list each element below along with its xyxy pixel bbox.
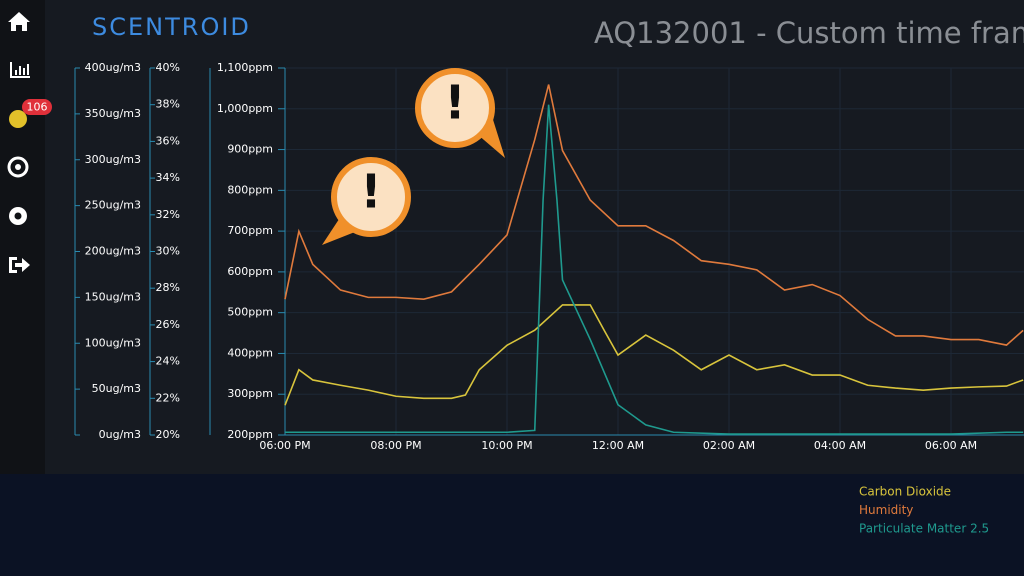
y-tick-label: 20% <box>156 428 180 441</box>
x-tick-label: 06:00 AM <box>925 439 977 452</box>
y-tick-label: 36% <box>156 134 180 147</box>
chart: 200ppm 300ppm 400ppm 500ppm 600ppm 700ppm 800p… <box>74 61 1024 452</box>
y-tick-label: 32% <box>156 208 180 221</box>
series-line <box>285 104 1024 435</box>
y-tick-label: 38% <box>156 98 180 111</box>
y-tick-label: 300ug/m3 <box>85 153 141 166</box>
logout-icon[interactable] <box>9 257 30 273</box>
target-dot <box>15 164 21 170</box>
legend-entry: Humidity <box>859 503 913 517</box>
y-tick-label: 1,100ppm <box>217 61 273 74</box>
sidebar-icons <box>7 12 30 273</box>
y-tick-label: 500ppm <box>227 306 273 319</box>
logo: SCENTROID <box>92 13 251 41</box>
y-tick-label: 900ppm <box>227 143 273 156</box>
y-tick-label: 24% <box>156 355 180 368</box>
callout-bubble <box>331 157 411 237</box>
settings-hole <box>14 212 22 220</box>
sidebar <box>0 0 45 474</box>
y-tick-label: 600ppm <box>227 265 273 278</box>
series-line <box>284 304 1024 406</box>
badge <box>22 99 52 115</box>
alert-icon[interactable] <box>9 110 27 128</box>
callout-mark: ! <box>361 165 382 219</box>
y-tick-label: 700ppm <box>227 224 273 237</box>
y-tick-label: 200ug/m3 <box>85 245 141 258</box>
panel <box>0 0 1024 474</box>
callout-bubble <box>415 68 495 148</box>
y-tick-label: 300ppm <box>227 387 273 400</box>
x-tick-label: 02:00 AM <box>703 439 755 452</box>
y-tick-label: 30% <box>156 245 180 258</box>
y-tick-label: 350ug/m3 <box>85 107 141 120</box>
alert-count: 106 <box>27 101 48 114</box>
y-tick-label: 400ug/m3 <box>85 61 141 74</box>
x-tick-label: 08:00 PM <box>370 439 421 452</box>
x-tick-label: 10:00 PM <box>481 439 532 452</box>
x-tick-label: 04:00 AM <box>814 439 866 452</box>
y-tick-label: 800ppm <box>227 183 273 196</box>
y-tick-label: 34% <box>156 171 180 184</box>
y-tick-label: 28% <box>156 281 180 294</box>
home-icon[interactable] <box>8 12 30 31</box>
series-line <box>284 84 1024 346</box>
y-tick-label: 22% <box>156 391 180 404</box>
y-tick-label: 40% <box>156 61 180 74</box>
y-tick-label: 50ug/m3 <box>92 382 141 395</box>
chart-icon[interactable] <box>10 62 30 78</box>
y-tick-label: 250ug/m3 <box>85 199 141 212</box>
target-icon[interactable] <box>7 156 29 178</box>
page-title: AQ132001 - Custom time frame <box>594 16 1024 50</box>
y-tick-label: 100ug/m3 <box>85 336 141 349</box>
legend-entry: Particulate Matter 2.5 <box>859 522 989 536</box>
y-tick-label: 150ug/m3 <box>85 290 141 303</box>
legend: Carbon Dioxide Humidity Particulate Matter… <box>859 485 989 536</box>
y-tick-label: 1,000ppm <box>217 102 273 115</box>
callout: ! <box>322 157 411 245</box>
legend-entry: Carbon Dioxide <box>859 485 951 499</box>
x-tick-label: 12:00 AM <box>592 439 644 452</box>
y-tick-label: 26% <box>156 318 180 331</box>
y-tick-label: 400ppm <box>227 346 273 359</box>
y-tick-label: 200ppm <box>227 428 273 441</box>
y-tick-label: 0ug/m3 <box>99 428 141 441</box>
x-tick-label: 06:00 PM <box>259 439 310 452</box>
callout-mark: ! <box>445 76 466 130</box>
callout: ! <box>415 68 505 158</box>
